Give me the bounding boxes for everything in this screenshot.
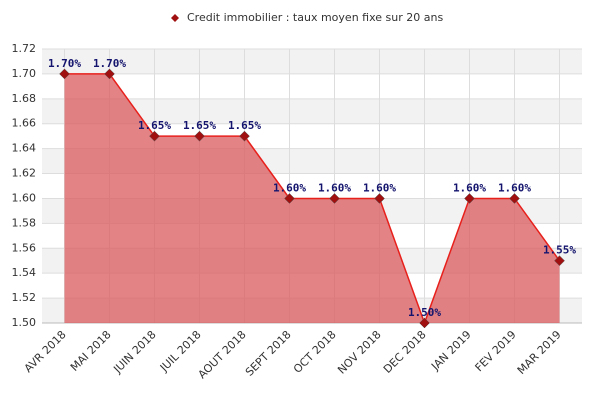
legend-label: Credit immobilier : taux moyen fixe sur … <box>187 11 443 24</box>
marker <box>239 130 250 142</box>
x-tick-label: JUIN 2018 <box>110 328 158 376</box>
marker <box>329 193 340 204</box>
marker <box>464 193 475 204</box>
marker <box>554 255 565 267</box>
y-tick-label: 1.58 <box>12 216 37 229</box>
value-label: 1.70% <box>48 57 81 70</box>
value-label: 1.60% <box>273 181 306 194</box>
marker <box>284 193 295 204</box>
y-tick-label: 1.50 <box>12 316 37 329</box>
legend-marker <box>171 14 179 22</box>
marker <box>59 68 70 80</box>
x-tick-label: OCT 2018 <box>291 328 339 376</box>
y-tick-label: 1.62 <box>12 167 37 180</box>
marker <box>104 68 115 80</box>
marker <box>149 130 160 142</box>
x-tick-label: AVR 2018 <box>22 328 69 375</box>
line <box>64 73 561 326</box>
marker <box>374 193 385 204</box>
x-tick-label: AOUT 2018 <box>196 328 249 381</box>
x-tick-label: DEC 2018 <box>381 328 429 376</box>
value-label: 1.70% <box>93 57 126 70</box>
value-label: 1.65% <box>138 119 171 132</box>
y-tick-label: 1.64 <box>12 142 37 155</box>
y-tick-label: 1.52 <box>12 291 37 304</box>
y-tick-label: 1.70 <box>12 67 37 80</box>
grid-band <box>42 49 582 74</box>
y-tick-label: 1.66 <box>12 117 37 130</box>
x-tick-label: MAR 2019 <box>515 328 564 377</box>
y-tick-label: 1.56 <box>12 241 37 254</box>
x-tick-label: JAN 2019 <box>428 328 473 373</box>
x-tick-label: MAI 2018 <box>68 328 114 374</box>
value-label: 1.65% <box>228 119 261 132</box>
marker <box>419 317 430 329</box>
value-label: 1.65% <box>183 119 216 132</box>
y-tick-label: 1.68 <box>12 92 37 105</box>
marker <box>509 193 520 204</box>
value-label: 1.60% <box>453 181 486 194</box>
y-tick-label: 1.72 <box>12 42 37 55</box>
value-label: 1.60% <box>498 181 531 194</box>
value-label: 1.60% <box>363 181 396 194</box>
x-tick-label: NOV 2018 <box>335 328 384 377</box>
x-tick-label: FEV 2019 <box>473 328 519 374</box>
x-tick-label: JUIL 2018 <box>157 328 204 375</box>
value-label: 1.55% <box>543 244 576 257</box>
value-label: 1.50% <box>408 306 441 319</box>
value-label: 1.60% <box>318 181 351 194</box>
y-tick-label: 1.60 <box>12 191 37 204</box>
marker <box>194 130 205 142</box>
x-tick-label: SEPT 2018 <box>243 328 294 379</box>
y-tick-label: 1.54 <box>12 266 37 279</box>
